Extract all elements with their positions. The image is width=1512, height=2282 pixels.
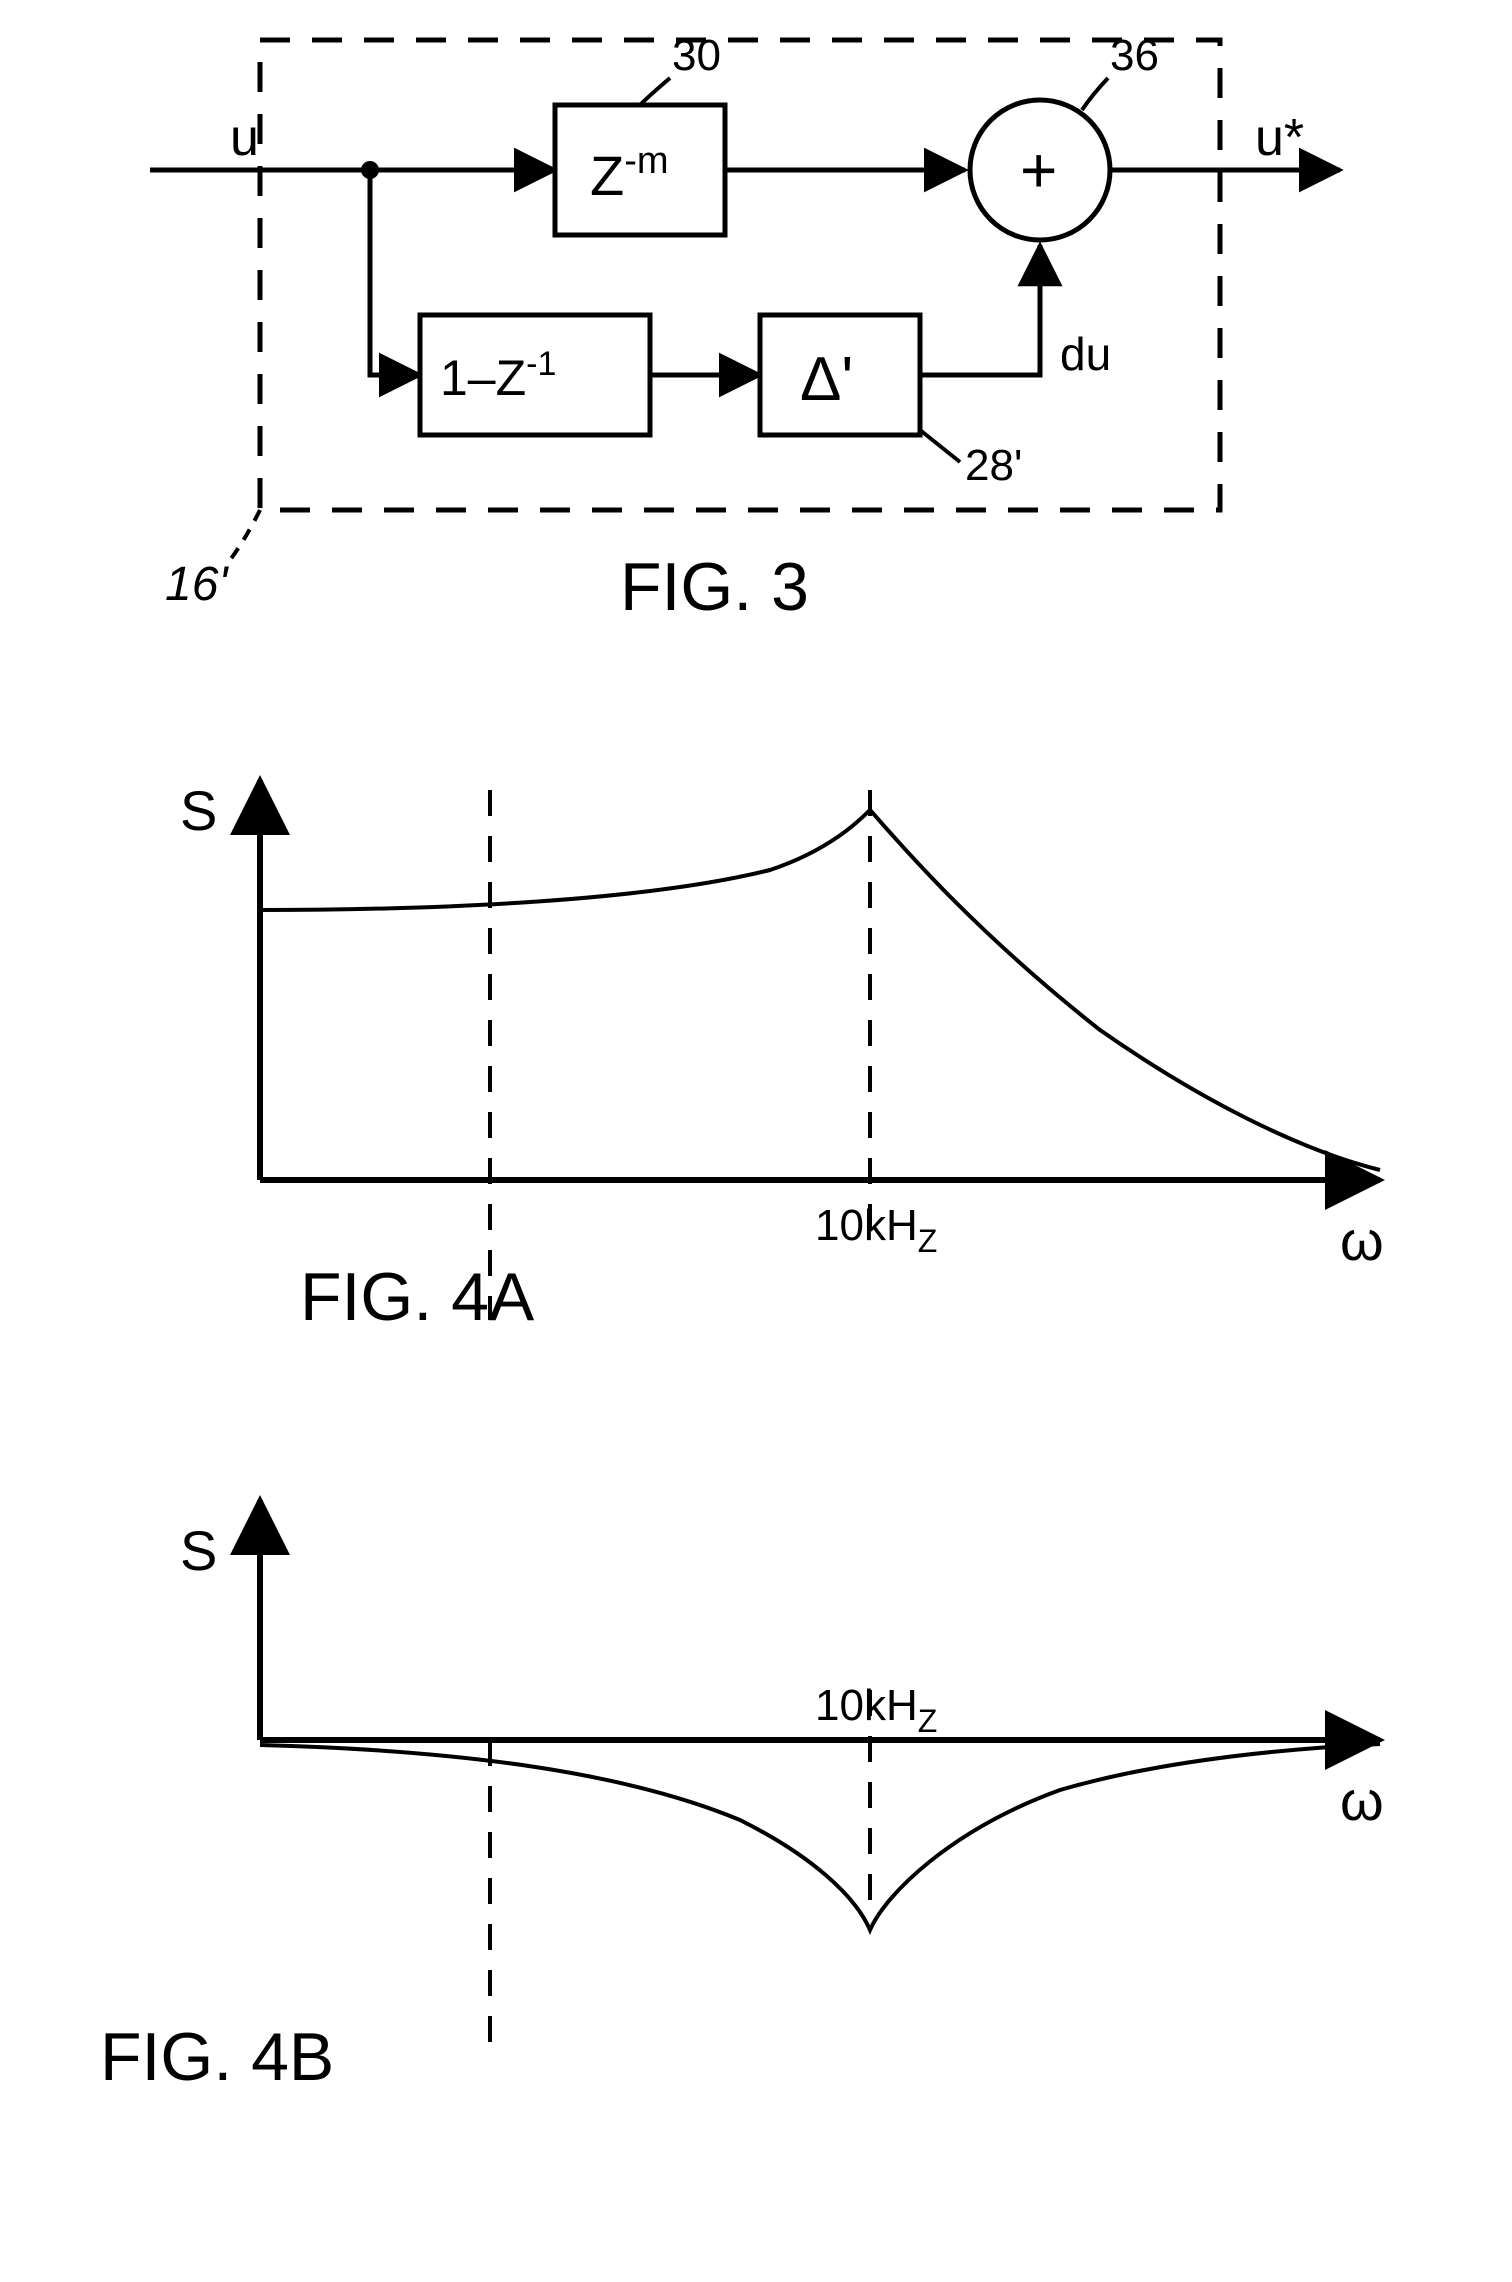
- input-label: u: [230, 109, 259, 167]
- summing-plus: +: [1020, 134, 1057, 206]
- marker-label: 10kHZ: [815, 1681, 937, 1739]
- figure4a-title: FIG. 4A: [300, 1259, 535, 1335]
- wire-branch-down: [370, 170, 420, 375]
- container-ref-leader: [230, 510, 260, 560]
- sum-ref-leader: [1082, 78, 1108, 110]
- du-label: du: [1060, 328, 1111, 380]
- figure4b-title: FIG. 4B: [100, 2019, 334, 2095]
- container-ref: 16': [165, 558, 229, 611]
- delta-block-label: Δ': [800, 345, 853, 414]
- delta-ref-leader: [920, 430, 960, 462]
- figure-4b: S ω 10kHZ FIG. 4B: [0, 1440, 1512, 2140]
- output-label: u*: [1255, 109, 1304, 167]
- marker-label: 10kHZ: [815, 1201, 937, 1259]
- figure-4a: S ω 10kHZ FIG. 4A: [0, 700, 1512, 1400]
- x-axis-label: ω: [1340, 1209, 1384, 1272]
- figure3-title: FIG. 3: [620, 549, 809, 625]
- wire-delta-to-sum: [920, 245, 1040, 375]
- delay-ref: 30: [672, 31, 721, 80]
- x-axis-label: ω: [1340, 1769, 1384, 1832]
- delta-ref: 28': [965, 441, 1022, 490]
- y-axis-label: S: [180, 1519, 217, 1582]
- sum-ref: 36: [1110, 31, 1159, 80]
- figure-3: u Z-m 30 + 36 u* 1–Z-1 Δ' 28' du 16' FIG…: [0, 0, 1512, 700]
- response-curve: [260, 810, 1380, 1170]
- y-axis-label: S: [180, 779, 217, 842]
- delay-ref-leader: [640, 78, 670, 105]
- response-curve: [260, 1744, 1380, 1930]
